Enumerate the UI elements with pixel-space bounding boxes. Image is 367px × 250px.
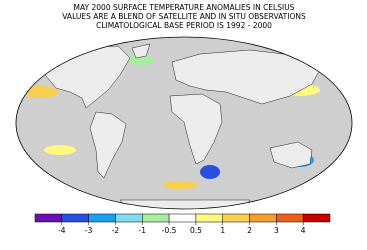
map-border — [15, 36, 353, 210]
colorbar-segment — [61, 213, 89, 223]
colorbar-segment — [195, 213, 223, 223]
colorbar-tick-label: 1 — [220, 226, 225, 235]
title-line: MAY 2000 SURFACE TEMPERATURE ANOMALIES I… — [74, 3, 295, 12]
colorbar-segment — [222, 213, 250, 223]
colorbar-segment — [115, 213, 143, 223]
colorbar-segment — [168, 213, 197, 223]
colorbar-tick-label: 2 — [247, 226, 252, 235]
colorbar-segment — [276, 213, 304, 223]
colorbar: -4 -3 -2 -1 -0.5 0.5 1 2 3 4 — [34, 213, 331, 235]
title-line: VALUES ARE A BLEND OF SATELLITE AND IN S… — [62, 12, 306, 21]
colorbar-tick-label: 4 — [301, 226, 306, 235]
colorbar-tick-label: 3 — [274, 226, 279, 235]
title-line: CLIMATOLOGICAL BASE PERIOD IS 1992 - 200… — [96, 21, 272, 30]
colorbar-segment — [34, 213, 63, 223]
map-area — [16, 37, 352, 209]
colorbar-tick-label: 0.5 — [190, 226, 202, 235]
colorbar-tick-label: -3 — [85, 226, 93, 235]
colorbar-tick-label: -0.5 — [162, 226, 177, 235]
colorbar-tick-label: -4 — [58, 226, 66, 235]
colorbar-tick-label: -1 — [139, 226, 147, 235]
colorbar-segment — [88, 213, 116, 223]
colorbar-tick-label: -2 — [112, 226, 120, 235]
colorbar-segment — [249, 213, 277, 223]
colorbar-segment — [302, 213, 331, 223]
colorbar-segment — [142, 213, 170, 223]
